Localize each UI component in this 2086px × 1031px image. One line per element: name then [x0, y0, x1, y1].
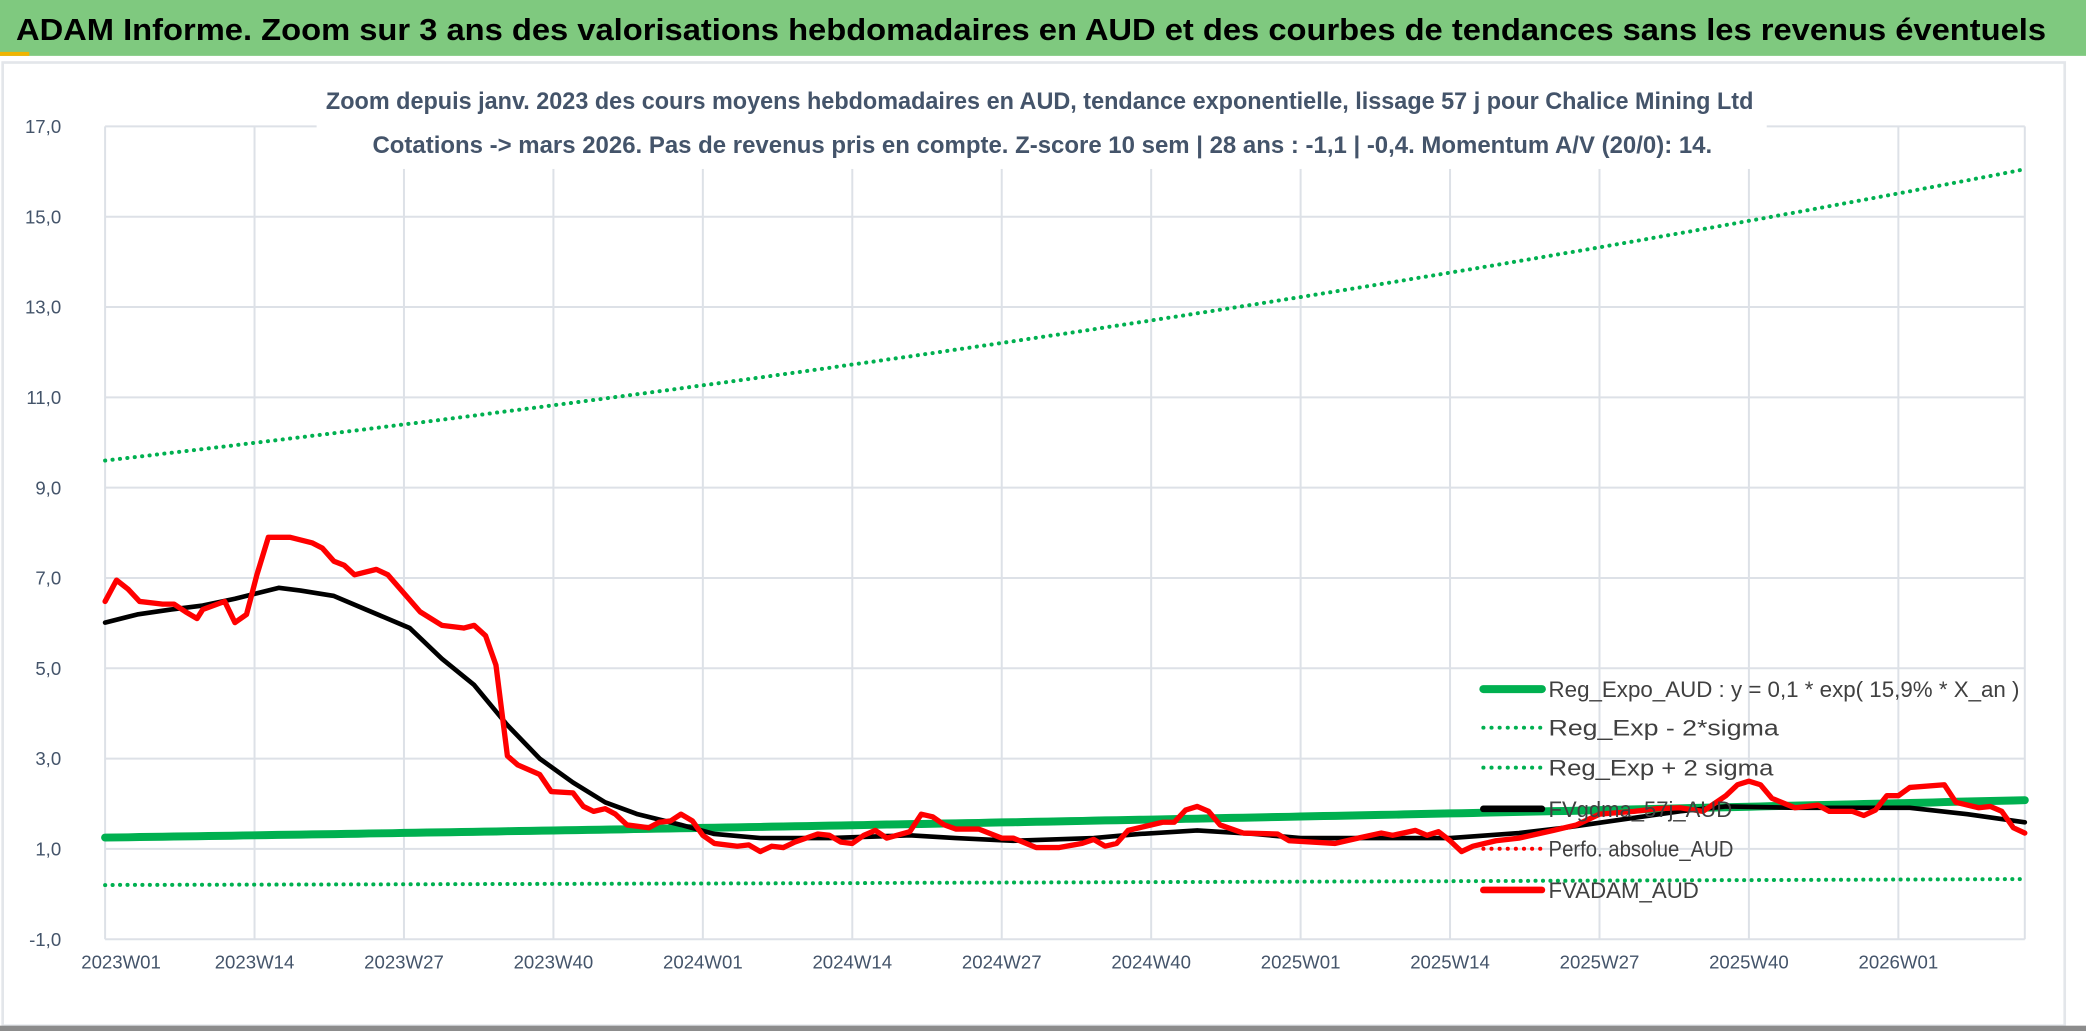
- y-tick-label: 3,0: [35, 748, 61, 769]
- x-axis: 2023W01 2023W14 2023W27 2023W40 2024W01 2024W…: [81, 951, 1938, 972]
- y-tick-label: 15,0: [25, 206, 61, 227]
- page-title: ADAM Informe. Zoom sur 3 ans des valoris…: [16, 13, 2046, 47]
- footer-bar: [0, 1025, 2086, 1031]
- chart-subtitle: Cotations -> mars 2026. Pas de revenus p…: [373, 132, 1713, 159]
- x-tick-label: 2024W01: [663, 951, 743, 972]
- y-tick-label: 9,0: [35, 477, 61, 498]
- legend-label: Reg_Exp - 2*sigma: [1549, 716, 1780, 741]
- series-group: [101, 167, 2029, 888]
- legend-label: Reg_Expo_AUD : y = 0,1 * exp( 15,9% * X_…: [1549, 677, 2020, 702]
- legend-label: Perfo. absolue_AUD: [1549, 837, 1734, 862]
- legend: Reg_Expo_AUD : y = 0,1 * exp( 15,9% * X_…: [1479, 677, 2020, 903]
- x-tick-label: 2023W40: [514, 951, 594, 972]
- x-tick-label: 2023W14: [215, 951, 295, 972]
- x-tick-label: 2024W40: [1111, 951, 1191, 972]
- header-bar: [0, 0, 2086, 56]
- chart-title: Zoom depuis janv. 2023 des cours moyens …: [326, 88, 1753, 115]
- chart-frame: [1, 61, 2067, 1028]
- y-tick-label: -1,0: [29, 929, 61, 950]
- x-tick-label: 2026W01: [1859, 951, 1939, 972]
- y-tick-label: 1,0: [35, 839, 61, 860]
- x-tick-label: 2023W27: [364, 951, 444, 972]
- subtitle-background: [316, 73, 1767, 169]
- header-accent: [0, 51, 30, 56]
- x-tick-label: 2024W14: [812, 951, 892, 972]
- y-tick-label: 5,0: [35, 658, 61, 679]
- y-tick-label: 13,0: [25, 297, 61, 318]
- grid: [104, 125, 2026, 941]
- plus-2sigma-line: [103, 167, 2027, 463]
- legend-label: Reg_Exp + 2 sigma: [1549, 756, 1774, 781]
- y-axis: 17,0 15,0 13,0 11,0 9,0 7,0 5,0 3,0 1,0 -1,0: [25, 116, 61, 950]
- minus-2sigma-line: [103, 877, 2027, 888]
- fvadam-line: [102, 534, 2028, 855]
- y-tick-label: 7,0: [35, 568, 61, 589]
- x-tick-label: 2025W27: [1560, 951, 1640, 972]
- x-tick-label: 2025W40: [1709, 951, 1789, 972]
- x-tick-label: 2024W27: [962, 951, 1042, 972]
- legend-label: FVgdma_57j_AUD: [1549, 797, 1733, 822]
- y-tick-label: 11,0: [26, 387, 61, 408]
- x-tick-label: 2023W01: [81, 951, 161, 972]
- legend-label: FVADAM_AUD: [1549, 878, 1699, 903]
- y-tick-label: 17,0: [25, 116, 61, 137]
- x-tick-label: 2025W14: [1410, 951, 1490, 972]
- x-tick-label: 2025W01: [1261, 951, 1341, 972]
